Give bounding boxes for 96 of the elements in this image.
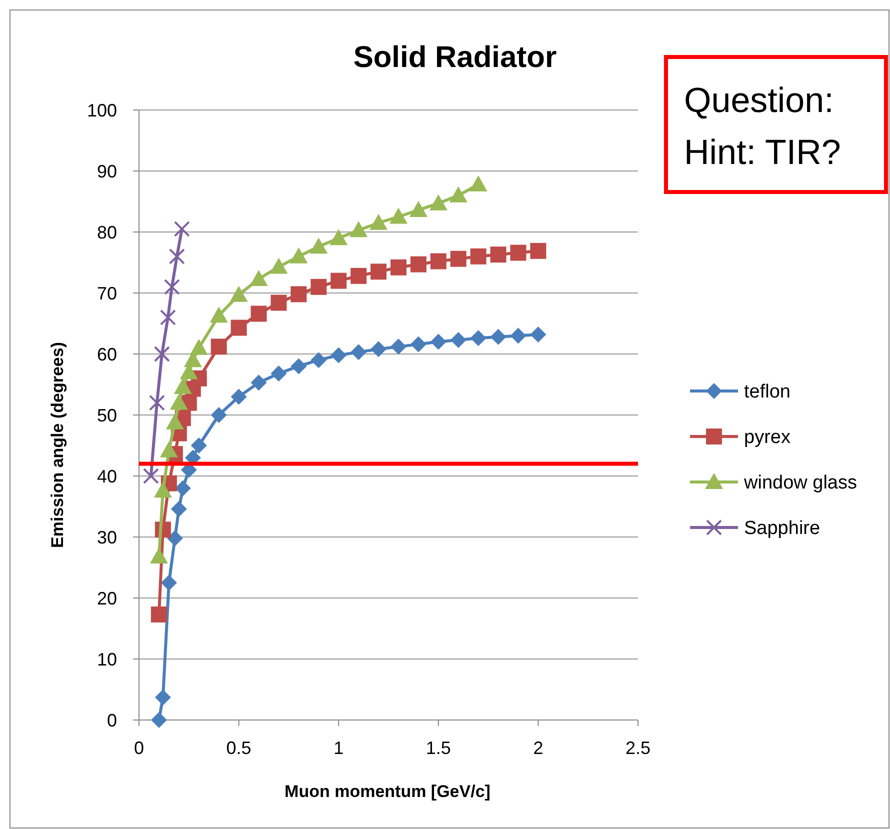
point [150,712,167,728]
point [270,258,288,274]
point [490,328,506,345]
y-tick-label: 40 [96,466,117,486]
point [190,438,207,454]
point [166,413,184,430]
point [510,328,526,344]
y-tick-label: 50 [96,405,117,426]
legend-label: window glass [743,472,857,494]
point [449,186,468,202]
point [530,326,546,342]
point [148,394,165,411]
point [430,334,446,350]
point [510,244,526,261]
point [370,214,388,230]
point [210,407,227,423]
point [170,500,187,517]
point [210,338,227,355]
point [174,220,190,237]
y-tick-label: 100 [86,100,117,120]
point [160,309,176,326]
point [429,194,448,210]
x-tick-label: 2.5 [625,738,651,758]
point [150,606,167,622]
point [154,482,172,498]
point [166,530,183,546]
point [160,441,178,458]
point [350,268,367,284]
point [410,256,426,272]
point [370,264,387,280]
point [250,374,267,391]
point [154,689,171,706]
point [450,332,466,348]
x-axis-title: Muon momentum [GeV/c] [284,782,490,801]
x-tick-label: 0.5 [226,738,252,758]
point [160,574,177,591]
y-tick-label: 20 [96,588,117,608]
chart-title: Solid Radiator [353,41,557,74]
point [230,286,248,302]
point [142,468,159,484]
point [290,358,307,374]
point [174,378,192,394]
point [330,229,348,246]
point [230,388,247,405]
point [409,201,428,218]
point [390,259,406,276]
point [170,394,188,410]
point [168,248,185,264]
point [290,247,308,264]
point [150,548,168,564]
point [470,330,486,346]
point [330,347,347,364]
point [174,480,191,496]
point [470,248,486,264]
legend-label: teflon [744,382,790,403]
point [154,346,170,362]
y-tick-label: 30 [96,527,117,548]
point [350,221,368,238]
point [290,286,307,302]
y-tick-label: 60 [96,344,117,364]
point [430,253,446,270]
point [469,175,488,192]
y-axis-title: Emission angle (degrees) [48,342,67,548]
x-tick-label: 1 [334,738,344,758]
point [410,336,426,352]
point [250,306,267,322]
point [190,338,208,355]
y-tick-label: 90 [96,161,117,182]
point [270,366,287,382]
x-tick-label: 0 [134,738,144,758]
point [330,272,347,289]
point [164,278,180,295]
point [310,238,328,254]
point [250,270,268,286]
y-tick-label: 10 [96,649,117,670]
text: Hint: TIR? [684,133,841,172]
y-tick-label: 80 [96,222,117,242]
y-tick-label: 70 [96,283,117,304]
point [370,341,387,358]
point [210,306,228,323]
text: Question: [684,81,834,120]
y-tick-label: 0 [106,710,117,730]
point [530,242,546,259]
legend-label: Sapphire [744,518,820,540]
point [390,338,406,355]
point [230,320,247,336]
legend-label: pyrex [744,427,791,448]
point [270,294,287,311]
x-tick-label: 2 [533,738,544,758]
point [310,278,327,295]
point [389,208,408,224]
point [310,352,327,368]
point [490,246,506,263]
point [450,250,466,267]
x-tick-label: 1.5 [426,738,451,758]
point [350,344,367,360]
